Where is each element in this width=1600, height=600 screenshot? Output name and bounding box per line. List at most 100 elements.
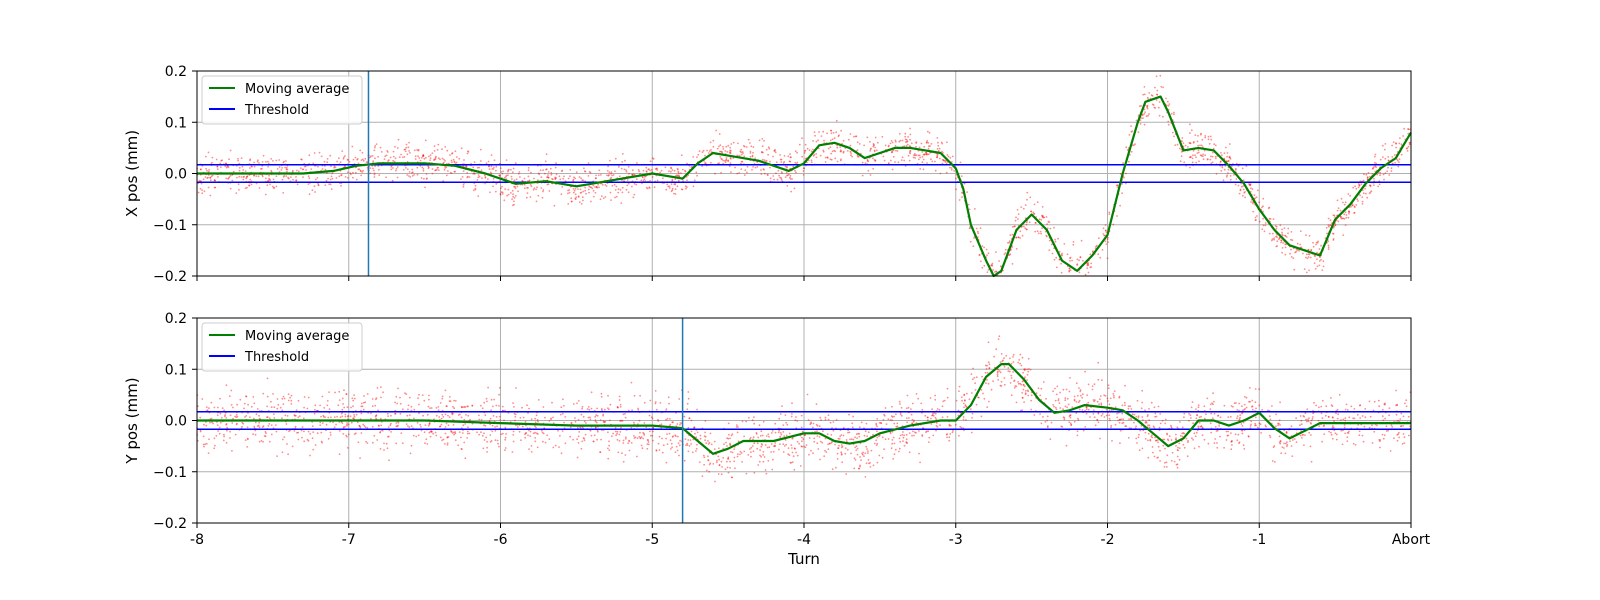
scatter-point <box>715 129 717 132</box>
scatter-point <box>959 161 962 164</box>
scatter-point <box>1092 250 1094 253</box>
scatter-point <box>965 419 967 421</box>
scatter-point <box>1091 385 1094 387</box>
scatter-point <box>619 419 622 422</box>
scatter-point <box>1299 230 1302 233</box>
scatter-point <box>225 166 228 169</box>
scatter-point <box>333 166 335 169</box>
scatter-point <box>373 172 376 175</box>
scatter-point <box>447 170 449 172</box>
scatter-point <box>1068 421 1071 424</box>
scatter-point <box>835 131 838 134</box>
scatter-point <box>1024 376 1026 379</box>
scatter-point <box>344 415 347 418</box>
scatter-point <box>466 152 469 155</box>
scatter-point <box>1152 425 1155 428</box>
scatter-point <box>446 442 449 444</box>
scatter-point <box>913 153 916 155</box>
scatter-point <box>914 154 916 157</box>
scatter-point <box>773 444 776 447</box>
scatter-point <box>846 448 849 451</box>
scatter-point <box>861 174 864 177</box>
scatter-point <box>210 401 213 404</box>
scatter-point <box>1197 406 1200 409</box>
scatter-point <box>920 402 923 405</box>
scatter-point <box>575 171 578 174</box>
scatter-point <box>1241 405 1243 408</box>
scatter-point <box>971 412 974 415</box>
scatter-point <box>228 158 230 161</box>
scatter-point <box>749 142 751 144</box>
scatter-point <box>1200 415 1202 418</box>
scatter-point <box>1336 417 1339 420</box>
scatter-point <box>386 151 389 153</box>
scatter-point <box>731 433 734 436</box>
scatter-point <box>1192 149 1195 152</box>
scatter-point <box>1309 445 1312 448</box>
scatter-point <box>628 439 630 442</box>
scatter-point <box>647 443 650 446</box>
scatter-point <box>830 152 833 155</box>
scatter-point <box>1406 147 1409 150</box>
scatter-point <box>268 174 270 177</box>
scatter-point <box>622 460 625 463</box>
scatter-point <box>416 149 418 151</box>
scatter-point <box>270 169 273 172</box>
scatter-point <box>527 187 529 189</box>
scatter-point <box>1271 405 1273 407</box>
scatter-point <box>1279 224 1282 227</box>
scatter-point <box>849 150 852 153</box>
scatter-point <box>535 188 537 191</box>
scatter-point <box>311 437 314 440</box>
scatter-point <box>1016 209 1019 211</box>
scatter-point <box>1242 179 1245 182</box>
scatter-point <box>555 173 558 176</box>
scatter-point <box>834 157 837 160</box>
scatter-point <box>1034 222 1037 224</box>
scatter-point <box>577 442 580 444</box>
scatter-point <box>826 433 829 436</box>
scatter-point <box>1022 388 1025 391</box>
scatter-point <box>959 425 962 428</box>
scatter-point <box>435 155 437 158</box>
scatter-point <box>306 438 309 441</box>
scatter-point <box>963 399 966 402</box>
scatter-point <box>1041 215 1044 218</box>
scatter-point <box>349 172 352 174</box>
scatter-point <box>1276 245 1279 247</box>
scatter-point <box>1265 425 1267 428</box>
scatter-point <box>722 159 725 162</box>
scatter-point <box>1129 405 1131 408</box>
scatter-point <box>1282 242 1284 244</box>
scatter-point <box>312 162 315 165</box>
scatter-point <box>1026 198 1028 201</box>
scatter-point <box>200 168 202 171</box>
scatter-point <box>584 433 587 436</box>
scatter-point <box>1278 441 1281 444</box>
scatter-point <box>621 191 624 194</box>
scatter-point <box>869 174 872 176</box>
scatter-point <box>1342 201 1344 204</box>
scatter-point <box>534 417 536 420</box>
scatter-point <box>452 405 454 408</box>
scatter-point <box>463 165 465 167</box>
scatter-point <box>451 432 454 434</box>
scatter-point <box>421 166 424 169</box>
scatter-point <box>639 437 642 440</box>
scatter-point <box>894 144 897 147</box>
scatter-point <box>650 168 653 171</box>
scatter-point <box>394 412 396 415</box>
scatter-point <box>443 158 445 161</box>
scatter-point <box>340 412 343 415</box>
scatter-point <box>552 446 555 449</box>
scatter-point <box>1312 245 1315 248</box>
scatter-point <box>858 426 861 429</box>
scatter-point <box>341 150 344 153</box>
scatter-point <box>214 186 217 189</box>
scatter-point <box>424 442 426 445</box>
scatter-point <box>1131 413 1134 416</box>
scatter-point <box>397 424 399 427</box>
scatter-point <box>550 171 553 174</box>
scatter-point <box>1378 439 1381 441</box>
scatter-point <box>1077 401 1080 403</box>
